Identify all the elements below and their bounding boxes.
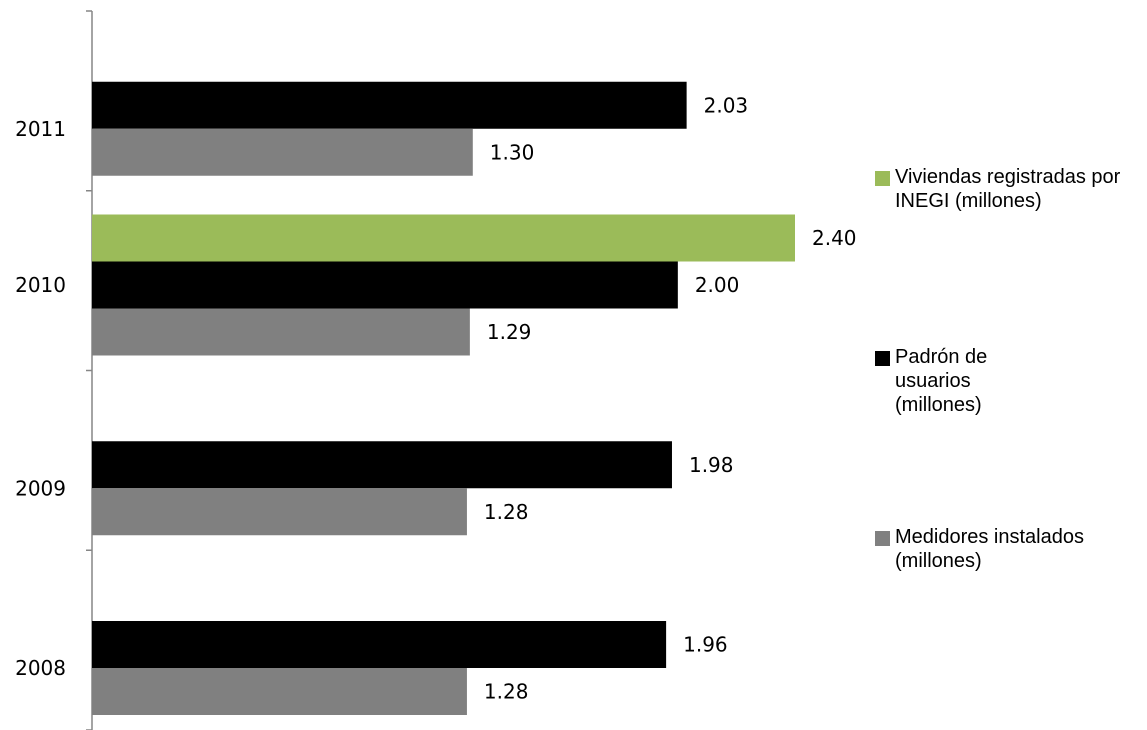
data-label-2010-series-0: 2.40 [812,226,857,250]
bar-2011-series-2 [92,128,473,176]
category-label-2010: 2010 [15,273,66,297]
bar-chart: 1.96 1.28 2008 1.98 1.28 2009 2.40 2.00 1.29 2010… [15,10,857,730]
data-label-2009-series-1: 1.98 [689,453,734,477]
data-label-2009-series-2: 1.28 [484,500,529,524]
chart-legend: Viviendas registradas por INEGI (millone… [875,0,1147,730]
data-label-2010-series-1: 2.00 [695,273,740,297]
bar-2009-series-1 [92,441,672,489]
data-label-2010-series-2: 1.29 [487,320,532,344]
category-label-2011: 2011 [15,117,66,141]
bar-2010-series-2 [92,308,470,356]
legend-swatch-medidores [875,531,890,546]
data-label-2008-series-1: 1.96 [683,633,728,657]
category-label-2009: 2009 [15,476,66,500]
bar-2010-series-1 [92,261,678,309]
legend-label-medidores: Medidores instalados (millones) [895,526,1084,572]
legend-swatch-viviendas [875,171,890,186]
data-label-2008-series-2: 1.28 [484,680,529,704]
bar-2011-series-1 [92,81,687,129]
bar-2008-series-1 [92,621,667,668]
bar-2010-series-0 [92,214,795,262]
data-label-2011-series-2: 1.30 [490,140,535,164]
bar-2009-series-2 [92,488,467,536]
bar-2008-series-2 [92,668,467,715]
legend-swatch-padron [875,351,890,366]
legend-label-padron: Padrón de usuarios (millones) [895,346,988,416]
data-label-2011-series-1: 2.03 [704,93,749,117]
category-label-2008: 2008 [15,656,66,680]
legend-label-viviendas: Viviendas registradas por INEGI (millone… [895,166,1121,212]
